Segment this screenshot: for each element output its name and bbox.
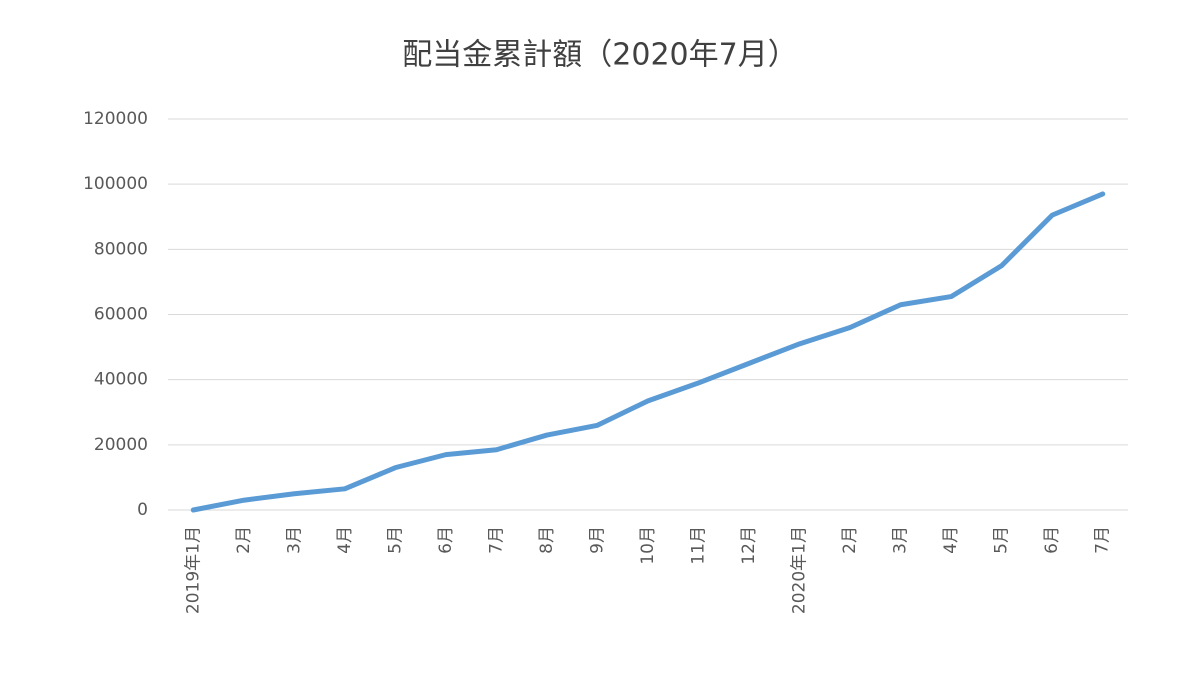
x-tick-label: 3月: [891, 526, 911, 554]
x-tick-label: 2020年1月: [790, 526, 810, 614]
x-tick-label: 7月: [486, 526, 506, 554]
line-series: [190, 191, 1106, 513]
x-tick-label: 2月: [840, 526, 860, 554]
x-tick-label: 12月: [739, 526, 759, 565]
y-tick-label: 80000: [94, 239, 148, 259]
x-tick-label: 8月: [537, 526, 557, 554]
x-tick-label: 10月: [638, 526, 658, 565]
x-tick-label: 5月: [992, 526, 1012, 554]
x-tick-label: 2019年1月: [183, 526, 203, 614]
chart-title: 配当金累計額（2020年7月）: [402, 38, 797, 73]
x-tick-label: 4月: [335, 526, 355, 554]
x-tick-label: 4月: [941, 526, 961, 554]
y-tick-label: 0: [137, 500, 148, 520]
x-tick-label: 3月: [284, 526, 304, 554]
y-tick-label: 100000: [83, 174, 148, 194]
x-tick-label: 9月: [587, 526, 607, 554]
x-tick-label: 6月: [1042, 526, 1062, 554]
y-tick-label: 20000: [94, 435, 148, 455]
x-tick-label: 11月: [689, 526, 709, 565]
x-tick-label: 7月: [1093, 526, 1113, 554]
y-tick-label: 40000: [94, 370, 148, 390]
x-tick-label: 5月: [385, 526, 405, 554]
x-tick-label: 2月: [234, 526, 254, 554]
y-tick-label: 120000: [83, 109, 148, 129]
x-tick-label: 6月: [436, 526, 456, 554]
y-tick-label: 60000: [94, 305, 148, 325]
